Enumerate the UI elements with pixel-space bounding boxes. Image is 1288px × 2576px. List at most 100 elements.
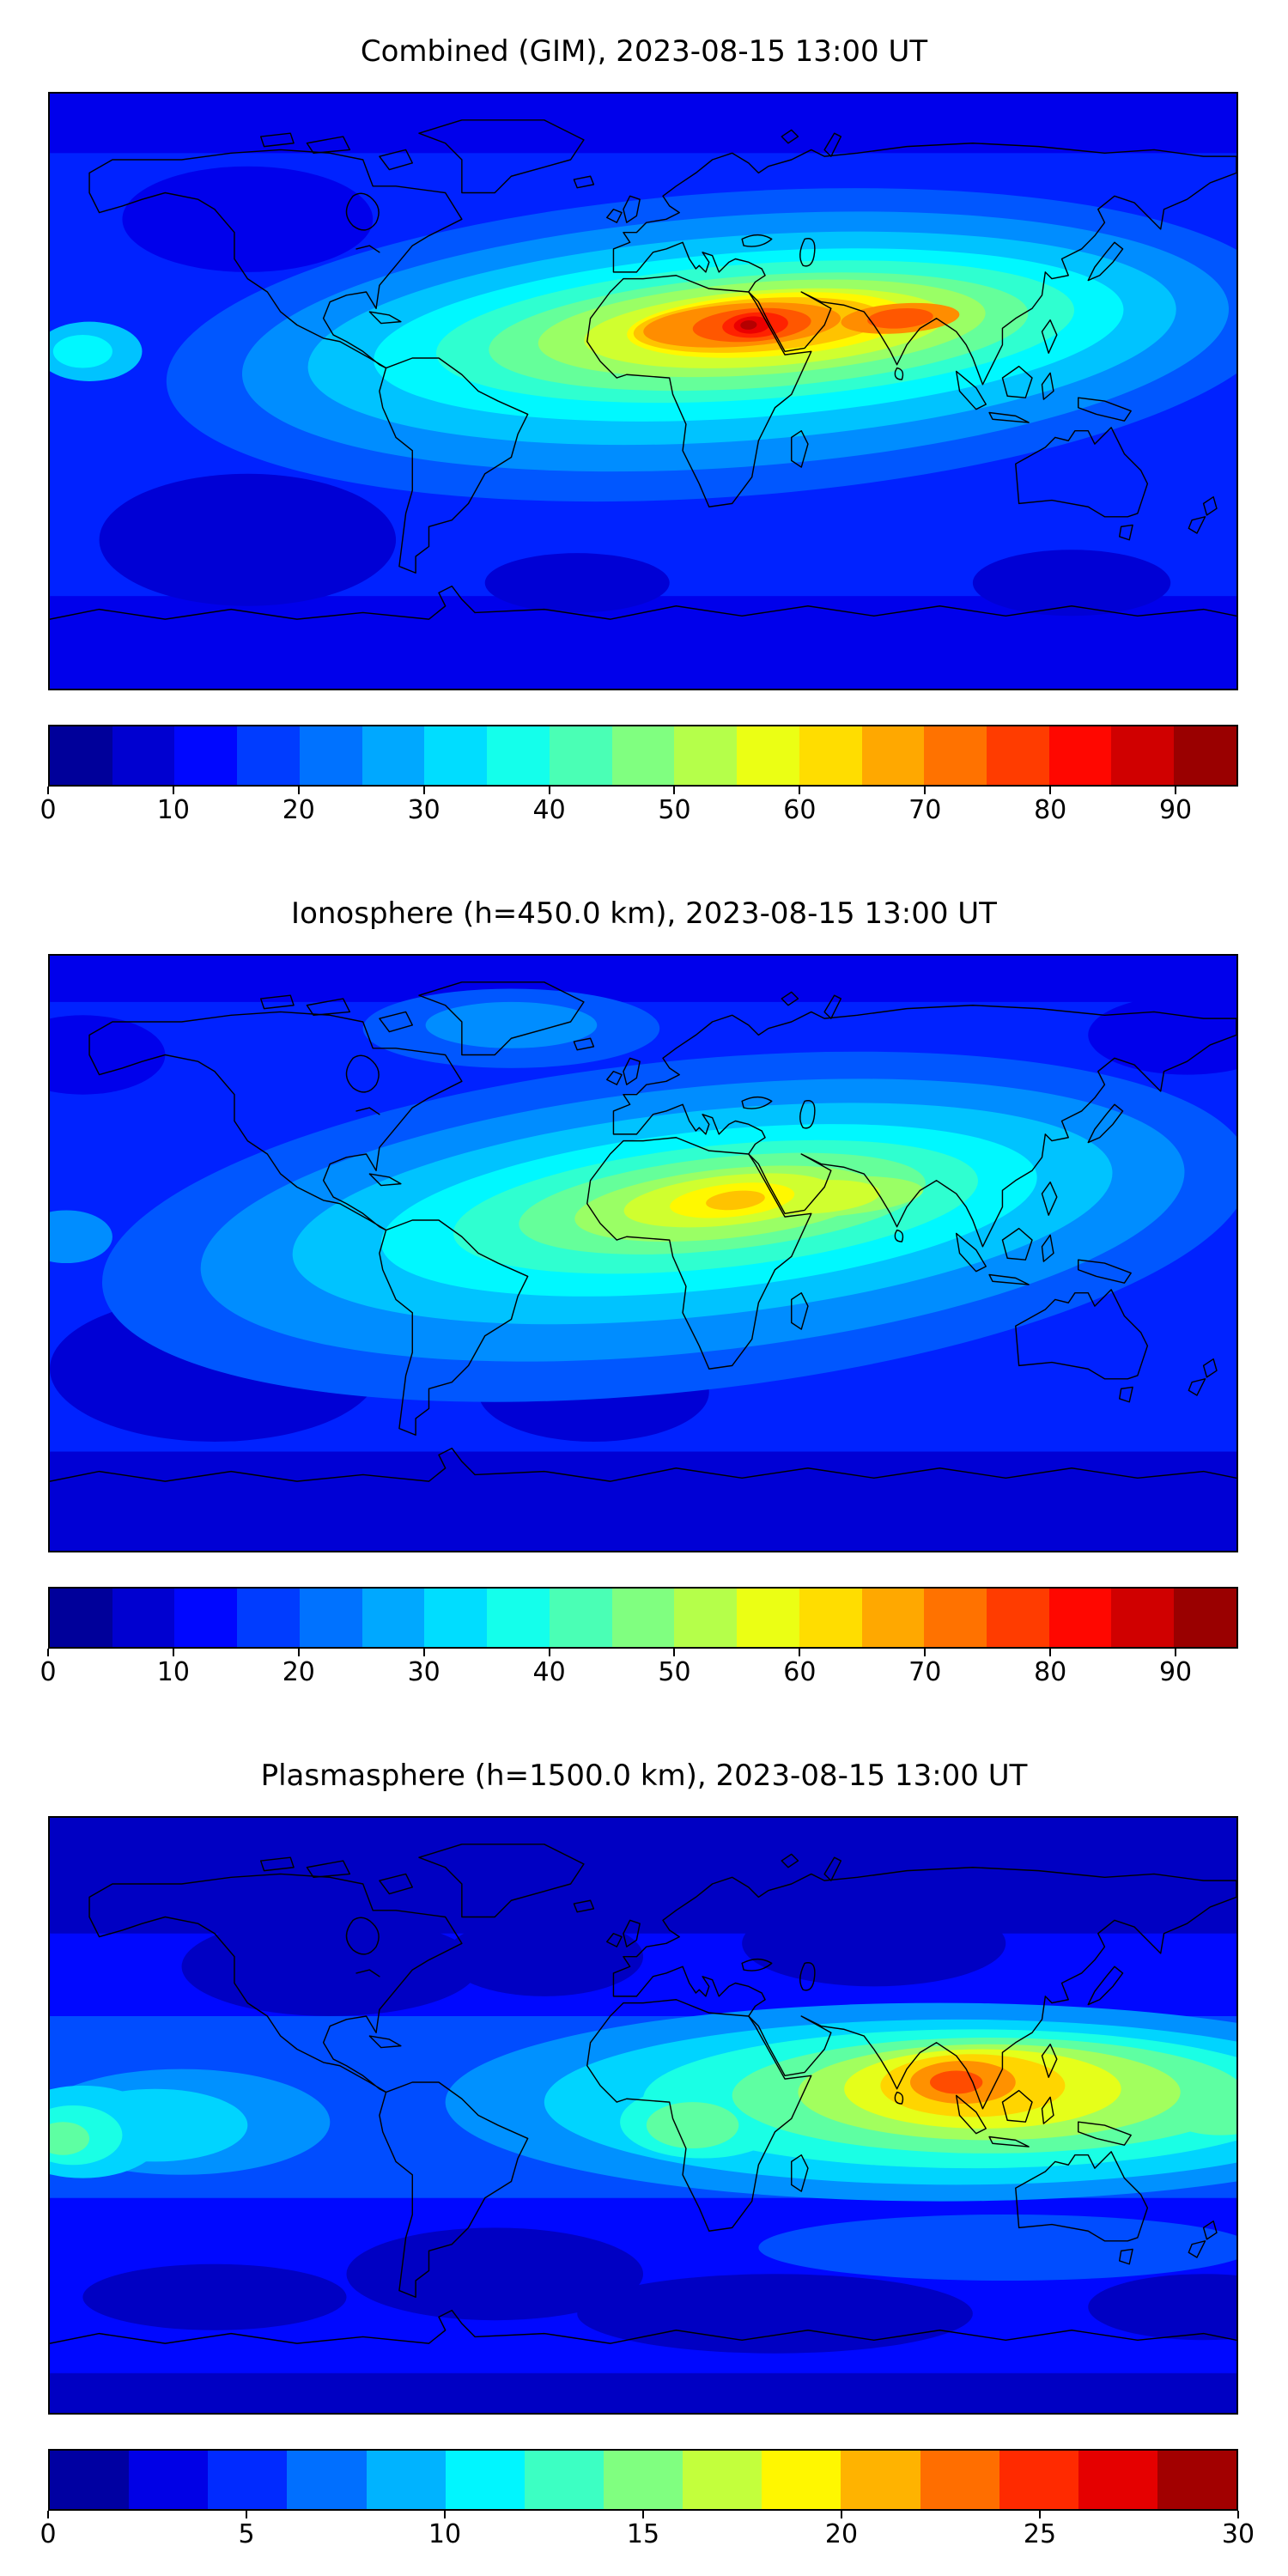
field-contour	[50, 1210, 112, 1264]
colorbar-0: 0 10 20 30 40 50 60 70 80 90	[39, 725, 1238, 828]
colorbar-tick	[1175, 1649, 1177, 1656]
colorbar-segment	[737, 726, 799, 785]
field-contour	[425, 1001, 598, 1048]
colorbar-gradient-combined	[48, 725, 1238, 787]
colorbar-tick-label: 10	[156, 795, 190, 825]
colorbar-tick	[548, 1649, 550, 1656]
field-contour	[867, 307, 933, 329]
map-frame-ionosphere	[48, 954, 1238, 1552]
colorbar-tick-label: 90	[1158, 1657, 1193, 1687]
colorbar-segment	[999, 2451, 1078, 2509]
field-band	[50, 2372, 1236, 2413]
field-contour	[52, 335, 112, 368]
colorbar-tick-label: 0	[39, 795, 57, 825]
colorbar-tick	[673, 787, 676, 794]
colorbar-tick-label: 60	[783, 795, 817, 825]
colorbar-tick-label: 20	[282, 1657, 315, 1687]
colorbar-tick	[47, 2511, 49, 2518]
colorbar-tick	[422, 787, 425, 794]
colorbar-segment	[445, 2451, 525, 2509]
colorbar-segment	[208, 2451, 288, 2509]
colorbar-segment	[299, 726, 362, 785]
colorbar-tick	[799, 787, 801, 794]
colorbar-segment	[174, 1589, 238, 1647]
colorbar-segment	[799, 726, 862, 785]
colorbar-tick-label: 70	[908, 1657, 942, 1687]
colorbar-tick	[642, 2511, 644, 2518]
colorbar-tick	[1237, 2511, 1239, 2518]
colorbar-segment	[112, 726, 175, 785]
colorbar-segment	[987, 726, 1049, 785]
colorbar-segment	[737, 1589, 799, 1647]
colorbar-tick	[172, 787, 174, 794]
field-contour	[50, 2122, 90, 2155]
colorbar-segment	[674, 1589, 738, 1647]
field-contour	[346, 2227, 643, 2321]
panel-title-ionosphere: Ionosphere (h=450.0 km), 2023-08-15 13:0…	[291, 896, 997, 931]
colorbar-segment	[924, 1589, 987, 1647]
colorbar-tick-label: 40	[532, 795, 566, 825]
field-band	[50, 956, 1236, 1002]
map-field-0	[50, 94, 1236, 689]
colorbar-tick-label: 90	[1158, 795, 1193, 825]
colorbar-segment	[112, 1589, 175, 1647]
colorbar-tick-label: 25	[1023, 2519, 1057, 2549]
colorbar-tick	[297, 787, 300, 794]
field-contour	[445, 1917, 643, 1996]
colorbar-tick-label: 40	[532, 1657, 566, 1687]
colorbar-segment	[987, 1589, 1049, 1647]
colorbar-segment	[683, 2451, 762, 2509]
field-band	[50, 1451, 1236, 1551]
colorbar-tick-label: 80	[1034, 795, 1067, 825]
colorbar-segment	[524, 2451, 604, 2509]
colorbar-segment	[174, 726, 238, 785]
colorbar-tick	[548, 787, 550, 794]
colorbar-2: 0 5 10 15 20 25 30	[39, 2449, 1255, 2552]
field-contour	[706, 1190, 765, 1211]
colorbar-segment	[924, 726, 987, 785]
map-combined	[50, 94, 1236, 689]
field-band	[50, 1818, 1236, 1934]
colorbar-ticks-ionosphere: 0 10 20 30 40 50 60 70 80 90	[39, 1649, 1238, 1690]
colorbar-segment	[611, 1589, 675, 1647]
colorbar-gradient-plasmasphere	[48, 2449, 1238, 2511]
colorbar-tick-label: 30	[407, 1657, 440, 1687]
colorbar-segment	[674, 726, 738, 785]
field-contour	[50, 1015, 166, 1095]
colorbar-segment	[424, 1589, 488, 1647]
colorbar-segment	[762, 2451, 841, 2509]
colorbar-tick	[1049, 787, 1052, 794]
panel-plasmasphere-1500km: Plasmasphere (h=1500.0 km), 2023-08-15 1…	[0, 1690, 1288, 2552]
map-frame-plasmasphere	[48, 1816, 1238, 2415]
colorbar-segment	[50, 1589, 112, 1647]
field-contour	[929, 2070, 983, 2094]
field-contour	[646, 2102, 739, 2148]
colorbar-segment	[487, 1589, 550, 1647]
colorbar-tick-label: 30	[407, 795, 440, 825]
colorbar-tick	[1175, 787, 1177, 794]
colorbar-tick-label: 70	[908, 795, 942, 825]
colorbar-segment	[424, 726, 488, 785]
colorbar-segment	[549, 1589, 612, 1647]
field-contour	[484, 553, 670, 613]
colorbar-segment	[603, 2451, 683, 2509]
colorbar-tick	[422, 1649, 425, 1656]
colorbar-segment	[299, 1589, 362, 1647]
colorbar-segment	[549, 726, 612, 785]
colorbar-segment	[1174, 726, 1236, 785]
field-contour	[82, 2263, 347, 2330]
colorbar-segment	[50, 726, 112, 785]
panel-title-plasmasphere: Plasmasphere (h=1500.0 km), 2023-08-15 1…	[260, 1759, 1028, 1793]
colorbar-segment	[361, 1589, 425, 1647]
colorbar-tick-label: 5	[238, 2519, 255, 2549]
field-contour	[577, 2274, 973, 2354]
colorbar-segment	[861, 726, 925, 785]
colorbar-segment	[799, 1589, 862, 1647]
colorbar-tick	[1039, 2511, 1041, 2518]
colorbar-segment	[861, 1589, 925, 1647]
field-contour	[1088, 995, 1236, 1075]
colorbar-tick	[924, 1649, 927, 1656]
colorbar-segment	[1111, 726, 1175, 785]
colorbar-tick-label: 0	[39, 2519, 57, 2549]
colorbar-tick	[246, 2511, 247, 2518]
